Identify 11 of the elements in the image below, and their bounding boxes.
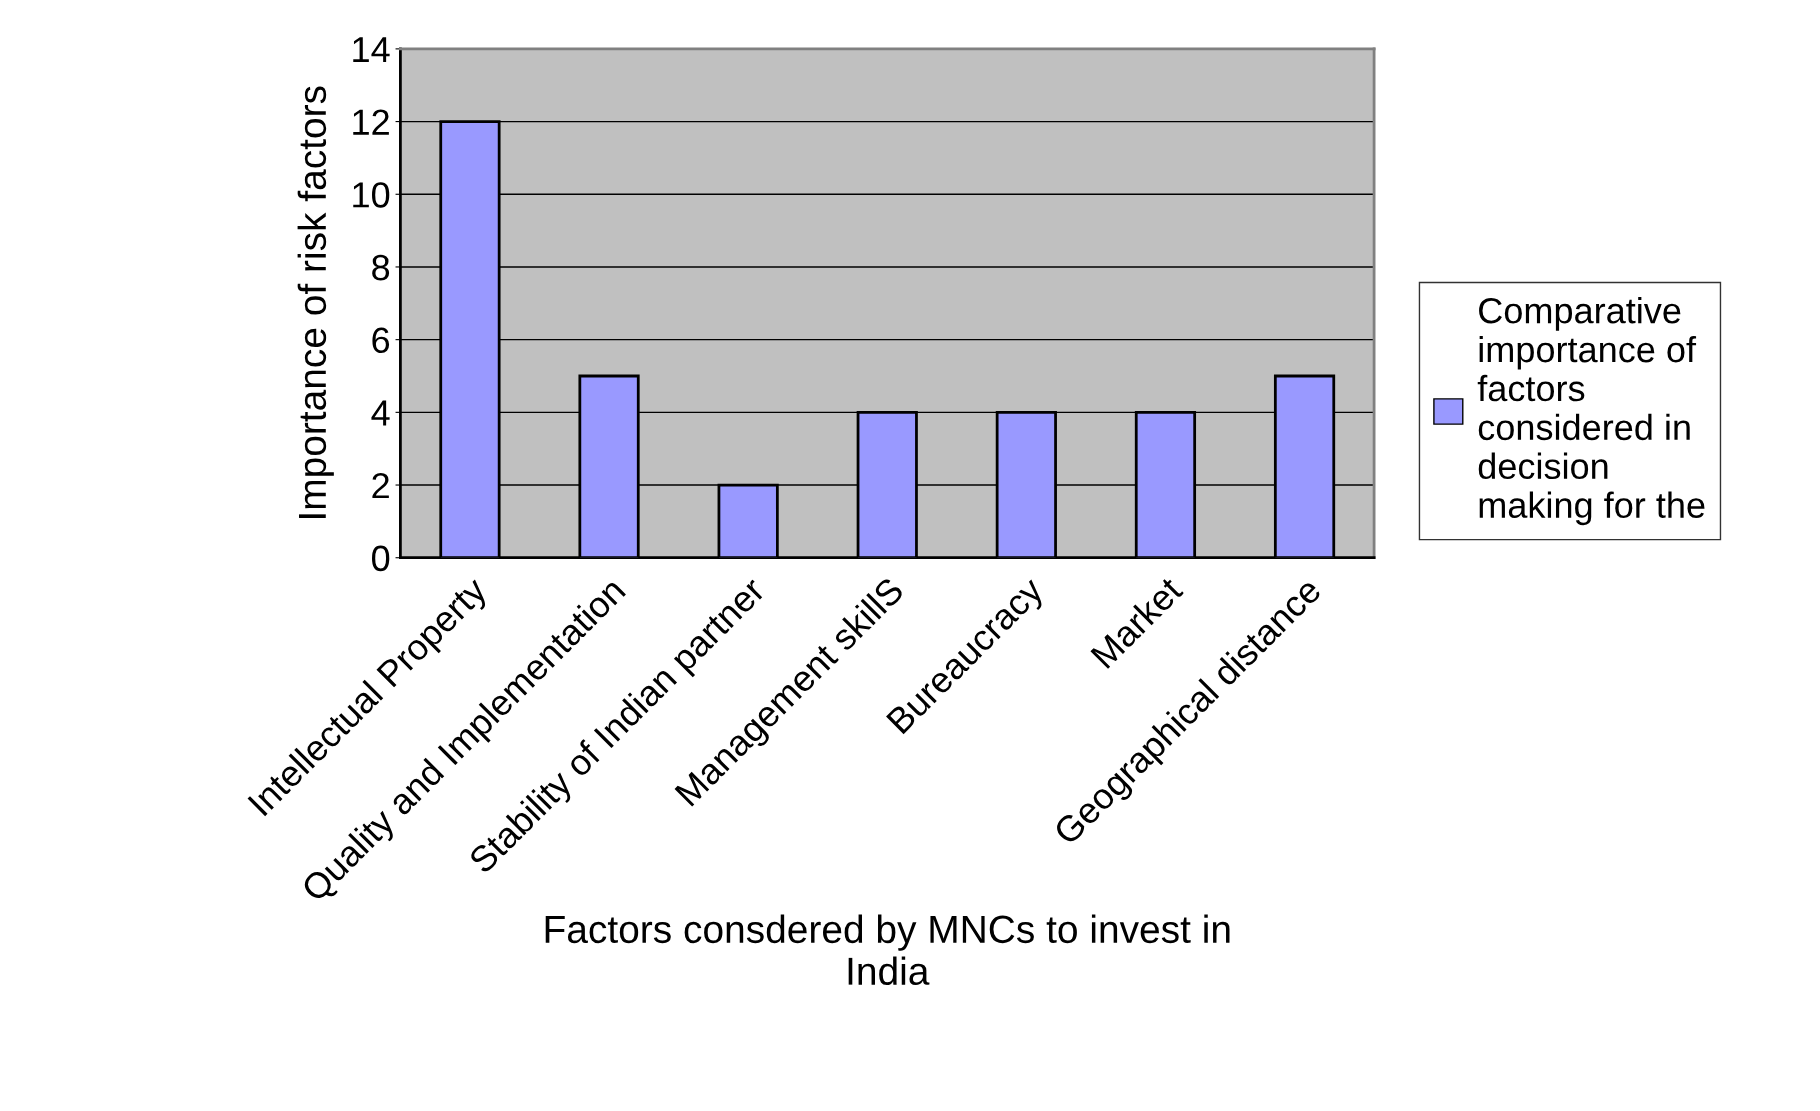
y-tick-label: 2 [372, 472, 389, 499]
legend-label: Comparative importance of factors considered in decision making for the [1477, 297, 1705, 526]
y-tick-label: 6 [372, 327, 390, 354]
y-tick-label: 4 [371, 400, 390, 426]
y-tick-label: 0 [372, 545, 390, 572]
y-tick-label: 8 [372, 254, 390, 281]
y-axis-title: Importance of risk factors [297, 86, 334, 518]
y-tick-label: 10 [353, 182, 390, 208]
y-tick-label: 12 [353, 109, 389, 135]
y-tick-label: 14 [353, 37, 390, 62]
x-axis-title: Factors consdered by MNCs to invest in India [545, 914, 1230, 986]
